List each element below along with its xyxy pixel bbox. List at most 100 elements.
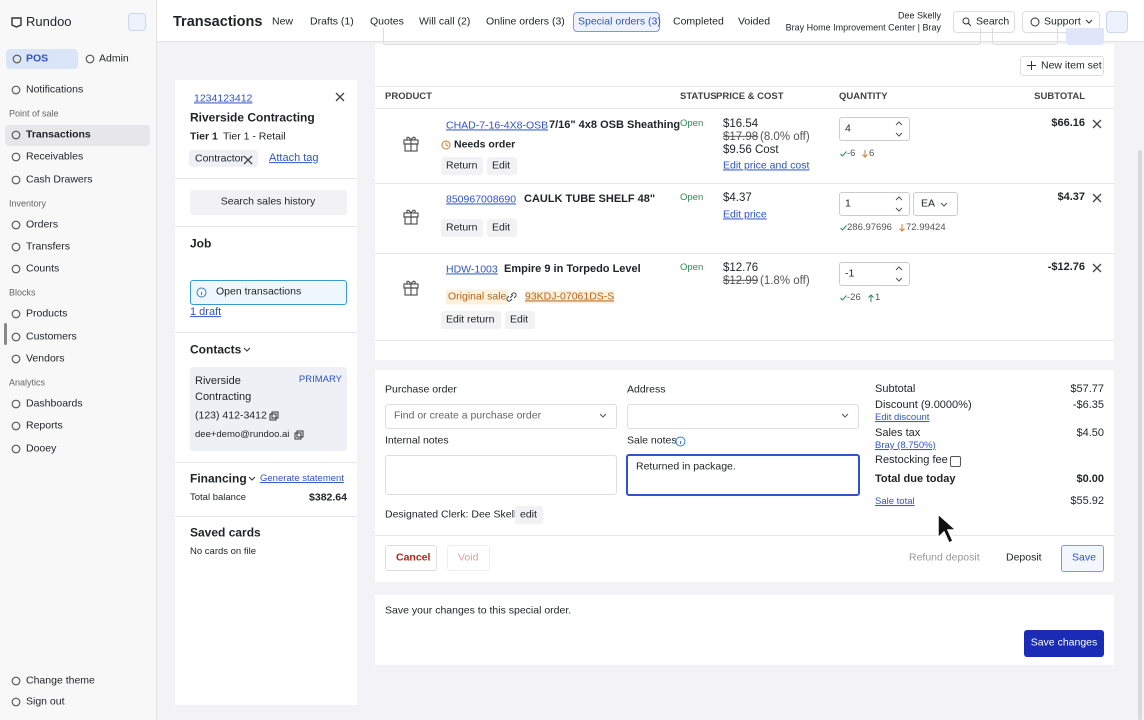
edit-discount-link[interactable]: Edit discount [875, 412, 930, 424]
nav-tab[interactable]: Will call (2) [419, 15, 471, 28]
unit-select[interactable] [913, 192, 958, 216]
edit-return-button-label[interactable]: Edit return [446, 313, 495, 326]
save-changes-label[interactable]: Save changes [1030, 636, 1098, 649]
search-button[interactable] [953, 11, 1015, 33]
nav-item[interactable]: Dashboards [26, 397, 83, 410]
generate-statement[interactable]: Generate statement [260, 473, 344, 485]
sale-total-link[interactable]: Sale total [875, 496, 915, 508]
check-icon [840, 295, 847, 301]
admin-tab-label[interactable]: Admin [99, 52, 129, 65]
field-label: Purchase order [385, 383, 457, 396]
new-item-set-label[interactable]: New item set [1041, 59, 1102, 72]
sku-link[interactable]: HDW-1003 [446, 263, 498, 276]
edit-price-link[interactable]: Edit price [723, 208, 767, 221]
search-label[interactable]: Search [976, 15, 1010, 28]
edit-button[interactable] [487, 219, 517, 237]
edit-button[interactable] [505, 311, 535, 329]
return-button[interactable] [441, 219, 483, 237]
save-changes-button[interactable] [1024, 630, 1104, 657]
quantity-input[interactable] [839, 262, 910, 286]
stock-on-hand: 286.97696 [847, 222, 892, 234]
pin-button[interactable] [128, 13, 146, 31]
return-button-label[interactable]: Return [446, 159, 478, 172]
nav-item[interactable]: Change theme [26, 674, 95, 687]
edit-return-button[interactable] [441, 311, 501, 329]
support-button[interactable] [1022, 11, 1100, 33]
return-button[interactable] [441, 157, 483, 175]
nav-tab[interactable]: Online orders (3) [486, 15, 565, 28]
internal-notes-input[interactable] [385, 455, 617, 495]
quantity-input[interactable] [839, 117, 910, 141]
return-button-label[interactable]: Return [446, 221, 478, 234]
nav-item[interactable]: Receivables [26, 150, 84, 163]
nav-item[interactable]: Customers [26, 330, 77, 343]
nav-icon [11, 422, 21, 431]
quantity-input[interactable] [839, 192, 910, 216]
search-history-button[interactable] [190, 190, 347, 215]
tax-rate-link[interactable]: Bray (8.750%) [875, 440, 936, 452]
nav-item[interactable]: Notifications [26, 83, 84, 96]
open-transactions-label[interactable]: Open transactions [216, 285, 302, 298]
drafts-link[interactable]: 1 draft [190, 306, 222, 319]
field-label: Internal notes [385, 434, 449, 447]
customer-id[interactable]: 1234123412 [194, 92, 253, 105]
sku-link[interactable]: CHAD-7-16-4X8-OSB [446, 119, 549, 132]
nav-item[interactable]: Counts [26, 262, 60, 275]
close-icon [243, 155, 253, 165]
divider [175, 226, 357, 227]
save-button[interactable] [1061, 545, 1104, 572]
top-button [1066, 28, 1104, 45]
nav-tab[interactable]: Completed [673, 15, 724, 28]
edit-button-label[interactable]: Edit [510, 313, 529, 326]
nav-icon [12, 54, 22, 64]
tag: Contractor [195, 152, 245, 165]
sku-link[interactable]: 850967008690 [446, 193, 517, 206]
support-label[interactable]: Support [1044, 15, 1081, 28]
clerk-edit-button-label[interactable]: edit [520, 508, 537, 521]
nav-tab[interactable]: Drafts (1) [310, 15, 354, 28]
pos-tab[interactable] [6, 49, 78, 69]
avatar-button[interactable] [1106, 11, 1128, 33]
purchase-order-select[interactable] [385, 404, 617, 429]
nav-item[interactable]: Dooey [26, 442, 57, 455]
pos-tab-label[interactable]: POS [26, 52, 49, 65]
nav-item[interactable]: Transfers [26, 240, 70, 253]
cancel-button[interactable] [385, 545, 437, 571]
nav-item[interactable]: Reports [26, 419, 63, 432]
nav-tab[interactable]: Special orders (3) [578, 15, 661, 28]
nav-item[interactable]: Sign out [26, 695, 65, 708]
quantity-value: 4 [845, 122, 851, 135]
original-sale-link[interactable]: 93KDJ-07061DS-S [525, 290, 615, 304]
nav-tab[interactable]: New [272, 15, 294, 28]
nav-icon [11, 676, 21, 686]
info-icon [675, 436, 686, 447]
edit-button-label[interactable]: Edit [492, 221, 511, 234]
nav-item[interactable]: Transactions [26, 128, 91, 141]
save-panel [375, 595, 1114, 665]
search-history-label[interactable]: Search sales history [220, 195, 316, 208]
nav-tab[interactable]: Voided [738, 15, 771, 28]
attach-tag[interactable]: Attach tag [269, 152, 319, 165]
edit-button[interactable] [487, 157, 517, 175]
new-item-set-button[interactable] [1020, 56, 1104, 76]
edit-price-link[interactable]: Edit price and cost [723, 159, 810, 172]
brand: Rundoo [26, 13, 72, 29]
nav-item[interactable]: Cash Drawers [26, 173, 93, 186]
save-label[interactable]: Save [1072, 551, 1096, 564]
sale-notes-input[interactable] [626, 454, 860, 496]
nav-item[interactable]: Orders [26, 218, 59, 231]
contact-email: dee+demo@rundoo.ai [195, 429, 290, 441]
nav-item[interactable]: Products [26, 307, 68, 320]
clerk-edit-button[interactable] [515, 506, 543, 524]
open-transactions[interactable] [190, 280, 347, 305]
restocking-checkbox[interactable] [950, 456, 961, 467]
nav-tab[interactable]: Quotes [370, 15, 404, 28]
page-title: Transactions [173, 13, 263, 30]
address-select[interactable] [627, 404, 859, 429]
status: Open [680, 262, 704, 274]
deposit-button[interactable]: Deposit [1006, 551, 1042, 564]
nav-item[interactable]: Vendors [26, 352, 65, 365]
edit-button-label[interactable]: Edit [492, 159, 511, 172]
cancel-label[interactable]: Cancel [396, 551, 431, 564]
quantity-value: 1 [845, 197, 851, 210]
